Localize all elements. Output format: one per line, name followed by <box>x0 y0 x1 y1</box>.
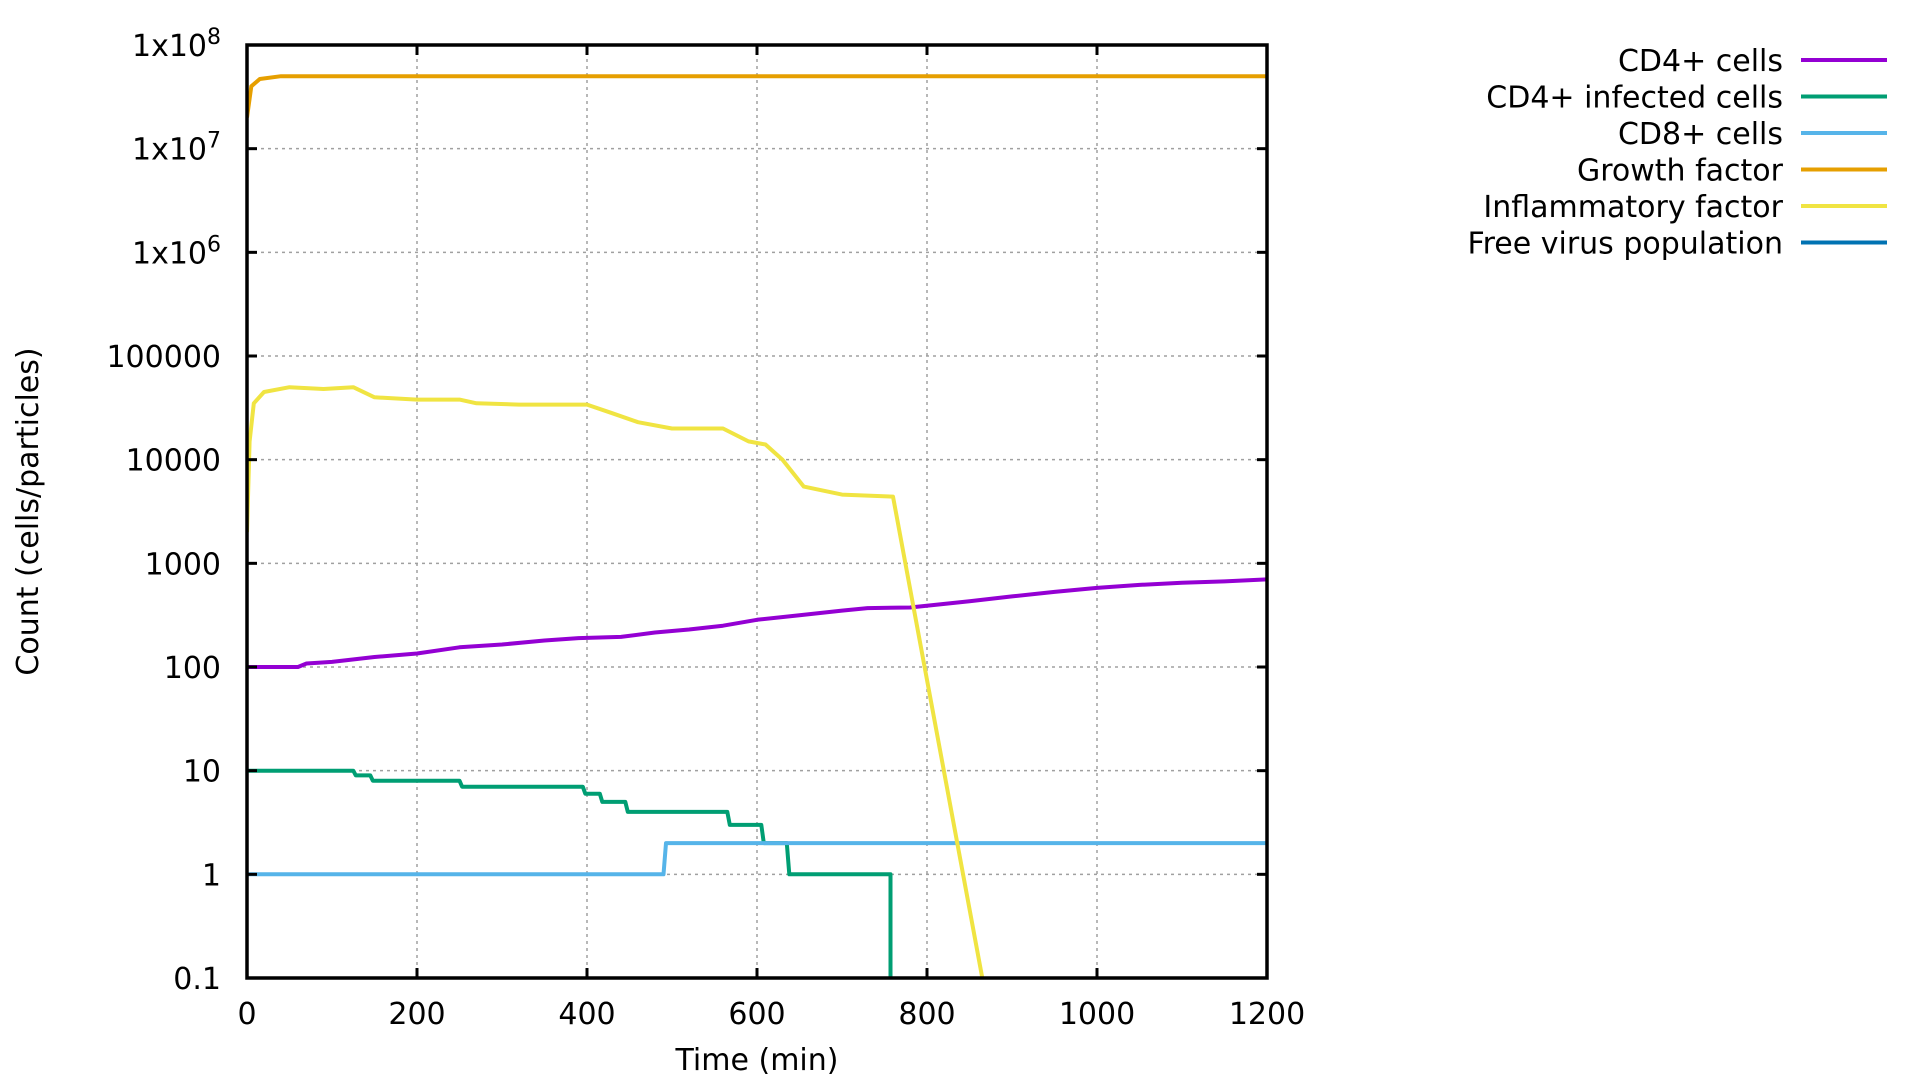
x-axis-title: Time (min) <box>675 1043 839 1078</box>
series-line-inflammatory-factor <box>247 385 985 978</box>
y-tick-base: 1000 <box>145 547 221 582</box>
legend-label: CD4+ infected cells <box>1486 81 1783 116</box>
y-tick-label: 1x106 <box>132 232 221 271</box>
y-tick-label: 0.1 <box>173 962 221 997</box>
y-tick-label: 10000 <box>126 444 221 479</box>
x-tick-label: 0 <box>237 997 256 1032</box>
x-tick-label: 600 <box>728 997 785 1032</box>
y-tick-base: 1x10 <box>132 29 207 64</box>
y-tick-label: 100000 <box>106 340 221 375</box>
x-tick-label: 200 <box>388 997 445 1032</box>
y-tick-base: 100 <box>164 651 221 686</box>
legend-label: Inflammatory factor <box>1483 190 1783 225</box>
x-tick-label: 1000 <box>1059 997 1135 1032</box>
y-tick-base: 10 <box>183 755 221 790</box>
series-line-cd4-cells <box>247 577 1267 669</box>
y-tick-base: 1 <box>202 858 221 893</box>
y-tick-base: 100000 <box>106 340 221 375</box>
y-tick-label: 1x107 <box>132 129 221 168</box>
y-tick-label: 1x108 <box>132 25 221 64</box>
y-tick-base: 1x10 <box>132 133 207 168</box>
x-tick-label: 400 <box>558 997 615 1032</box>
x-tick-label: 800 <box>898 997 955 1032</box>
axis-ticks: 0 200 400 600 800 1000 1200 0.1 1 10 100 1000 10000 1… <box>106 25 1305 1032</box>
y-tick-base: 10000 <box>126 444 221 479</box>
y-tick-exponent: 6 <box>207 232 221 257</box>
y-axis-title: Count (cells/particles) <box>11 347 46 675</box>
legend-label: CD4+ cells <box>1618 44 1783 79</box>
y-tick-label: 10 <box>183 755 221 790</box>
legend-label: CD8+ cells <box>1618 117 1783 152</box>
y-tick-label: 1 <box>202 858 221 893</box>
series-line-cd8-cells <box>247 841 1267 877</box>
y-tick-exponent: 7 <box>207 129 221 154</box>
x-tick-label: 1200 <box>1229 997 1305 1032</box>
series-lines <box>247 74 1267 978</box>
y-tick-base: 1x10 <box>132 236 207 271</box>
y-tick-exponent: 8 <box>207 25 221 50</box>
y-tick-label: 100 <box>164 651 221 686</box>
legend-label: Free virus population <box>1468 227 1783 262</box>
grid <box>247 45 1267 978</box>
y-tick-base: 0.1 <box>173 962 221 997</box>
y-tick-label: 1000 <box>145 547 221 582</box>
legend-label: Growth factor <box>1577 154 1784 189</box>
series-line-growth-factor <box>247 74 1267 118</box>
